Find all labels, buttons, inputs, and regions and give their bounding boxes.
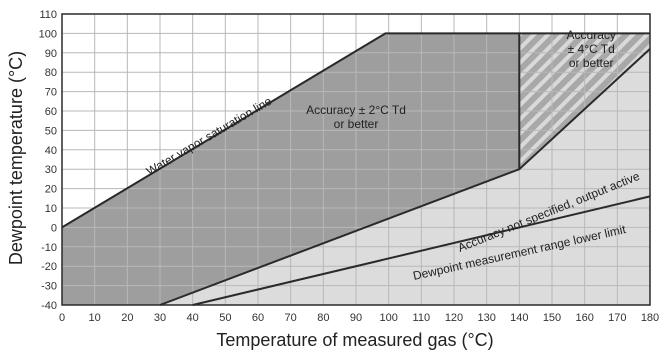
x-tick-label: 90 (350, 312, 362, 324)
y-tick-label: 20 (45, 184, 57, 196)
x-tick-label: 10 (89, 312, 101, 324)
x-tick-label: 70 (285, 312, 297, 324)
x-tick-label: 110 (413, 312, 431, 324)
series-dewpoint-measurement-range-lower-limit (192, 195, 651, 306)
annotation-line: or better (334, 117, 379, 131)
x-tick-label: 50 (219, 312, 231, 324)
x-tick-label: 80 (317, 312, 329, 324)
x-tick-label: 140 (510, 312, 528, 324)
series-water-vapor-saturation-line (61, 32, 650, 229)
x-tick-label: 60 (252, 312, 264, 324)
x-tick-label: 130 (477, 312, 495, 324)
y-axis-title: Dewpoint temperature (°C) (6, 51, 26, 265)
x-axis-title: Temperature of measured gas (°C) (216, 330, 493, 350)
y-tick-label: -40 (41, 300, 57, 312)
tick-label-layer: 0 10 20 30 40 50 60 70 80 90 100 110 120 130 140 150 160… (39, 9, 659, 324)
y-tick-label: 0 (51, 222, 57, 234)
x-tick-label: 120 (445, 312, 463, 324)
annotation-acc4: Accuracy ± 4°C Td or better (567, 28, 616, 70)
y-tick-label: 60 (45, 106, 57, 118)
x-tick-label: 100 (379, 312, 397, 324)
plot-frame (61, 13, 651, 306)
annotation-line: Accuracy ± 2°C Td (306, 103, 406, 117)
y-tick-label: 90 (45, 48, 57, 60)
y-tick-label: 70 (45, 87, 57, 99)
y-tick-label: 30 (45, 164, 57, 176)
x-tick-label: 20 (121, 312, 133, 324)
annotation-acc2: Accuracy ± 2°C Td or better (306, 103, 406, 131)
x-tick-label: 170 (608, 312, 626, 324)
y-tick-label: 100 (39, 28, 57, 40)
x-tick-label: 150 (543, 312, 561, 324)
y-tick-label: 110 (39, 9, 57, 21)
plot-frame-layer (61, 13, 651, 306)
x-tick-label: 180 (641, 312, 659, 324)
x-tick-label: 40 (187, 312, 199, 324)
x-tick-label: 160 (575, 312, 593, 324)
boundary-line-layer (61, 32, 651, 306)
y-tick-label: 80 (45, 67, 57, 79)
y-tick-label: 10 (45, 203, 57, 215)
y-tick-label: 50 (45, 125, 57, 137)
y-tick-label: -30 (41, 281, 57, 293)
annotation-line: Accuracy (567, 28, 616, 42)
y-tick-label: -20 (41, 261, 57, 273)
x-tick-label: 30 (154, 312, 166, 324)
y-tick-label: 40 (45, 145, 57, 157)
annotation-line: or better (569, 56, 614, 70)
annotation-line: ± 4°C Td (568, 42, 615, 56)
x-tick-label: 0 (59, 312, 65, 324)
y-tick-label: -10 (41, 242, 57, 254)
